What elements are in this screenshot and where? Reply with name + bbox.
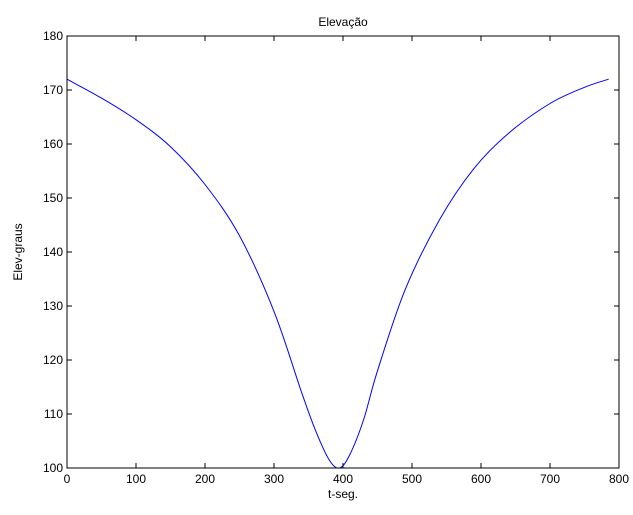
x-axis-title: t-seg. bbox=[328, 487, 358, 501]
y-tick-label: 130 bbox=[43, 299, 63, 313]
y-tick-label: 170 bbox=[43, 83, 63, 97]
x-tick-label: 500 bbox=[402, 472, 422, 486]
x-tick-label: 0 bbox=[64, 472, 71, 486]
y-tick-label: 180 bbox=[43, 29, 63, 43]
y-tick-label: 160 bbox=[43, 137, 63, 151]
y-tick-label: 140 bbox=[43, 245, 63, 259]
y-tick-label: 150 bbox=[43, 191, 63, 205]
x-tick-label: 700 bbox=[540, 472, 560, 486]
x-tick-label: 400 bbox=[333, 472, 353, 486]
x-tick-label: 800 bbox=[609, 472, 629, 486]
x-tick-label: 100 bbox=[126, 472, 146, 486]
y-axis-title: Elev-graus bbox=[11, 223, 25, 280]
y-tick-label: 120 bbox=[43, 353, 63, 367]
y-tick-label: 110 bbox=[44, 407, 63, 421]
x-tick-label: 300 bbox=[264, 472, 284, 486]
plot-background bbox=[67, 36, 619, 468]
x-tick-label: 200 bbox=[195, 472, 215, 486]
y-tick-label: 100 bbox=[43, 461, 63, 475]
axis-tick-labels: 0 100 200 300 400 500 600 700 800100110120130140… bbox=[43, 29, 629, 486]
plot-frame bbox=[66, 35, 620, 469]
chart-title: Elevação bbox=[318, 15, 368, 29]
x-tick-label: 600 bbox=[471, 472, 491, 486]
